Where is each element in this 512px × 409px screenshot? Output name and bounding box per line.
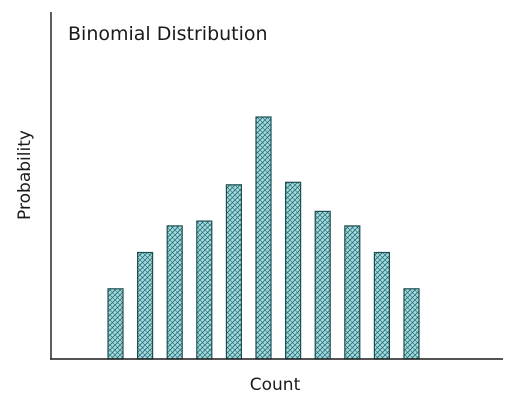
chart-title: Binomial Distribution (68, 23, 268, 45)
bar-9 (344, 225, 361, 360)
bar-10 (373, 251, 390, 360)
bar-5 (225, 184, 242, 360)
bar-6 (255, 116, 272, 360)
bar-1 (107, 288, 124, 360)
bar-8 (314, 210, 331, 360)
bar-3 (166, 225, 183, 360)
bars-group (107, 116, 420, 360)
bar-11 (403, 288, 420, 360)
bar-7 (285, 181, 302, 360)
bar-2 (137, 251, 154, 360)
x-axis-label: Count (250, 375, 301, 395)
y-axis-label: Probability (15, 130, 35, 220)
bar-4 (196, 220, 213, 360)
